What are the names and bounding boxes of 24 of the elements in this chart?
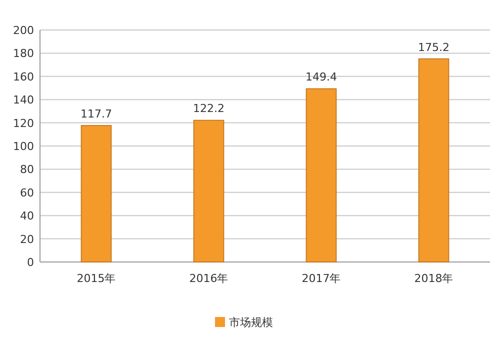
y-tick-label: 120 — [13, 116, 34, 130]
y-tick-label: 100 — [13, 140, 34, 153]
bar — [306, 88, 337, 262]
data-label: 117.7 — [80, 107, 112, 120]
data-label: 122.2 — [193, 102, 224, 116]
y-tick-label: 40 — [20, 210, 34, 223]
x-tick-label: 2017年 — [302, 272, 341, 285]
bar — [193, 120, 224, 262]
y-tick-label: 140 — [13, 94, 34, 107]
legend-label: 市场规模 — [229, 316, 273, 329]
x-tick-label: 2016年 — [189, 272, 228, 285]
y-tick-label: 80 — [20, 163, 34, 176]
y-tick-label: 20 — [20, 232, 34, 246]
y-tick-label: 180 — [13, 47, 34, 60]
data-label: 175.2 — [418, 40, 450, 54]
x-tick-label: 2018年 — [414, 272, 454, 285]
y-tick-label: 60 — [20, 186, 34, 200]
y-tick-label: 160 — [13, 70, 34, 84]
bar — [418, 58, 450, 262]
bar — [80, 125, 112, 262]
y-tick-label: 0 — [27, 256, 34, 269]
x-tick-label: 2015年 — [76, 272, 116, 285]
data-label: 149.4 — [306, 70, 337, 84]
y-tick-label: 200 — [13, 24, 34, 37]
